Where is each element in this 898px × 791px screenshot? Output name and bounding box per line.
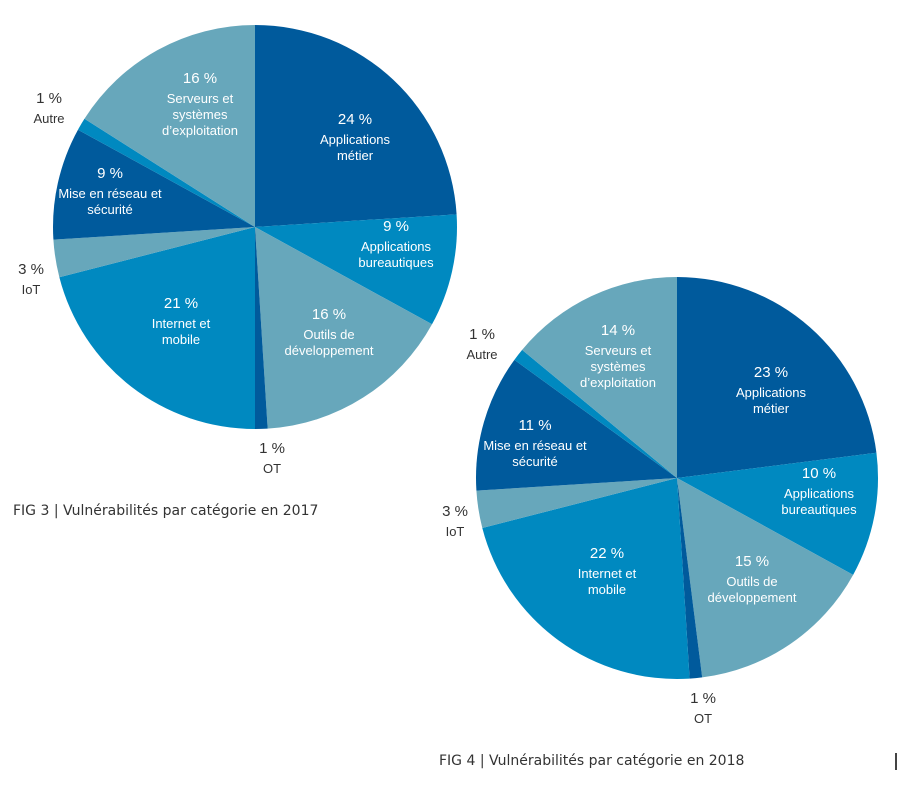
slice-category-label: systèmes (591, 359, 646, 374)
pie-slice-applications-metier (677, 277, 877, 478)
slice-label-ot: 1 % OT (690, 690, 716, 726)
slice-category-label: Internet et (578, 566, 637, 581)
slice-category-label: IoT (22, 282, 41, 297)
slice-value-label: 23 % (754, 364, 788, 381)
edge-marker (895, 753, 897, 770)
slice-label-iot: 3 % IoT (442, 503, 468, 539)
slice-label-autre: 1 % Autre (33, 90, 64, 126)
slice-category-label: développement (708, 590, 797, 605)
pie-slice-autre (514, 349, 677, 478)
slice-value-label: 1 % (469, 326, 495, 343)
slice-value-label: 14 % (601, 322, 635, 339)
slice-value-label: 1 % (36, 90, 62, 107)
slice-category-label: Applications (784, 486, 855, 501)
slice-category-label: bureautiques (781, 502, 857, 517)
pie-slice-mise-en-reseau-et-securite (53, 129, 256, 240)
slice-category-label: Applications (320, 132, 391, 147)
slice-label-ot: 1 % OT (259, 440, 285, 476)
slice-category-label: Autre (466, 347, 497, 362)
slice-value-label: 9 % (383, 218, 409, 235)
slice-category-label: mobile (588, 582, 626, 597)
slice-value-label: 9 % (97, 165, 123, 182)
slice-category-label: Applications (736, 385, 807, 400)
slice-value-label: 10 % (802, 465, 836, 482)
slice-label-applications-metier: 24 % Applications métier (320, 111, 391, 163)
slice-label-serveurs-et-systemes-d-exploitation: 16 % Serveurs et systèmes d’exploitation (162, 70, 238, 138)
pie-slice-internet-et-mobile (59, 227, 255, 429)
slice-label-internet-et-mobile: 22 % Internet et mobile (578, 545, 637, 597)
slice-category-label: Mise en réseau et (483, 438, 587, 453)
pie-slice-mise-en-reseau-et-securite (476, 359, 677, 491)
slice-category-label: systèmes (173, 107, 228, 122)
slice-label-internet-et-mobile: 21 % Internet et mobile (152, 295, 211, 347)
pie-slice-serveurs-et-systemes-d-exploitation (84, 25, 255, 227)
figure-caption-2017: FIG 3 | Vulnérabilités par catégorie en … (13, 503, 319, 519)
slice-category-label: Autre (33, 111, 64, 126)
slice-category-label: d’exploitation (162, 123, 238, 138)
slice-value-label: 11 % (518, 417, 551, 434)
slice-category-label: métier (753, 401, 790, 416)
slice-value-label: 21 % (164, 295, 198, 312)
pie-slice-serveurs-et-systemes-d-exploitation (522, 277, 677, 478)
slice-category-label: OT (694, 711, 712, 726)
pie-slice-internet-et-mobile (482, 478, 690, 679)
slice-label-outils-de-developpement: 15 % Outils de développement (708, 553, 797, 605)
slice-value-label: 15 % (735, 553, 769, 570)
slice-label-applications-metier: 23 % Applications métier (736, 364, 807, 416)
slice-value-label: 24 % (338, 111, 372, 128)
slice-value-label: 3 % (442, 503, 468, 520)
slice-category-label: IoT (446, 524, 465, 539)
slice-value-label: 16 % (183, 70, 217, 87)
pie-slice-applications-bureautiques (677, 452, 879, 575)
slice-category-label: Mise en réseau et (58, 186, 162, 201)
slice-value-label: 22 % (590, 545, 624, 562)
slice-category-label: mobile (162, 332, 200, 347)
pie-slice-outils-de-developpement (255, 227, 433, 429)
slice-label-applications-bureautiques: 9 % Applications bureautiques (358, 218, 434, 270)
slice-category-label: Outils de (726, 574, 777, 589)
slice-category-label: OT (263, 461, 281, 476)
slice-category-label: bureautiques (358, 255, 434, 270)
pie-slice-applications-metier (255, 25, 457, 227)
slice-label-autre: 1 % Autre (466, 326, 497, 362)
slice-label-applications-bureautiques: 10 % Applications bureautiques (781, 465, 857, 517)
pie-slice-iot (476, 478, 677, 528)
slice-label-mise-en-reseau-et-securite: 11 % Mise en réseau et sécurité (483, 417, 587, 469)
slice-category-label: Applications (361, 239, 432, 254)
figure-caption-2018: FIG 4 | Vulnérabilités par catégorie en … (439, 753, 745, 769)
slice-category-label: sécurité (512, 454, 558, 469)
pie-slice-ot (255, 227, 268, 429)
slice-value-label: 1 % (690, 690, 716, 707)
slice-category-label: Outils de (303, 327, 354, 342)
slice-category-label: d’exploitation (580, 375, 656, 390)
slice-category-label: sécurité (87, 202, 133, 217)
slice-category-label: développement (285, 343, 374, 358)
slice-category-label: Serveurs et (167, 91, 234, 106)
slice-value-label: 1 % (259, 440, 285, 457)
slice-label-mise-en-reseau-et-securite: 9 % Mise en réseau et sécurité (58, 165, 162, 217)
slice-label-outils-de-developpement: 16 % Outils de développement (285, 306, 374, 358)
slice-category-label: métier (337, 148, 374, 163)
pie-slice-applications-bureautiques (255, 214, 457, 325)
pie-slice-outils-de-developpement (677, 478, 854, 678)
slice-label-iot: 3 % IoT (18, 261, 44, 297)
slice-category-label: Serveurs et (585, 343, 652, 358)
slice-value-label: 16 % (312, 306, 346, 323)
slice-category-label: Internet et (152, 316, 211, 331)
slice-label-serveurs-et-systemes-d-exploitation: 14 % Serveurs et systèmes d’exploitation (580, 322, 656, 390)
pie-slice-ot (677, 478, 703, 679)
pie-slice-autre (77, 118, 256, 227)
pie-slice-iot (53, 227, 256, 278)
slice-value-label: 3 % (18, 261, 44, 278)
